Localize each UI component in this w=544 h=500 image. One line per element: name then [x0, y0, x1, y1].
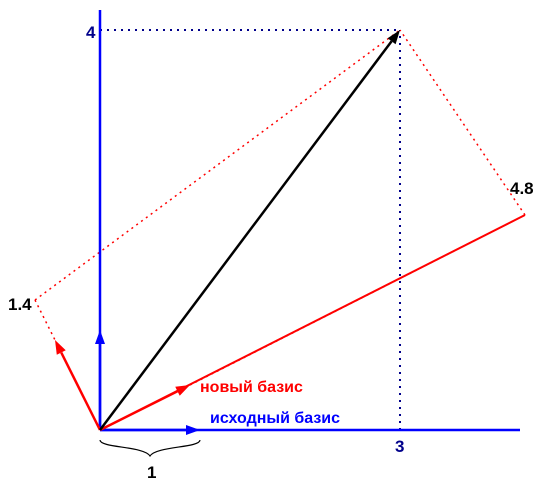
label-new_basis: новый базис [200, 379, 303, 396]
label-one: 1 [147, 463, 156, 482]
label-three: 3 [395, 437, 404, 456]
label-four_eight: 4.8 [510, 179, 534, 198]
basis-diagram: 4 3 1 1.4 4.8 новый базис исходный базис [0, 0, 544, 500]
label-four: 4 [86, 23, 96, 42]
label-one_four: 1.4 [8, 295, 32, 314]
label-orig_basis: исходный базис [210, 410, 340, 427]
